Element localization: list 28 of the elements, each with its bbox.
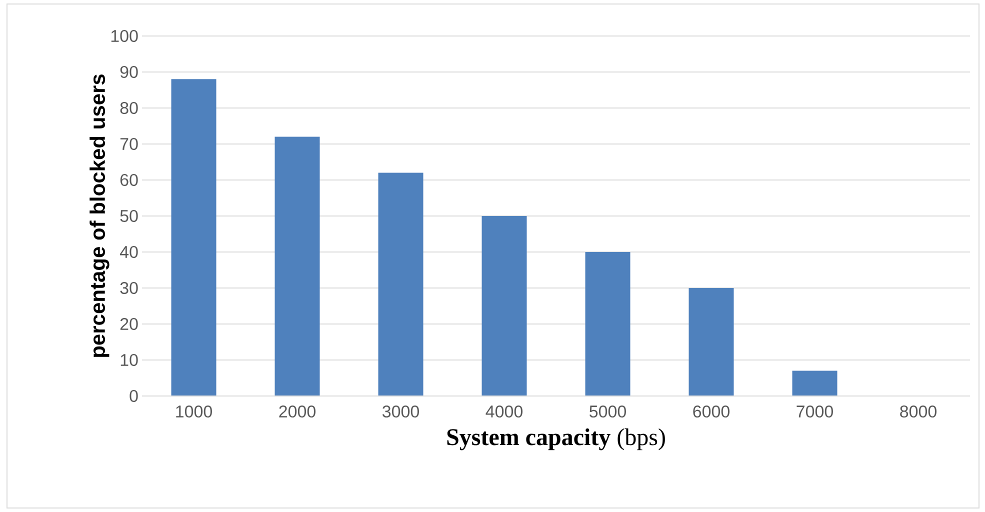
y-tick-label: 80: [120, 102, 138, 114]
bar: [171, 79, 216, 396]
x-axis-title: System capacity (bps): [447, 428, 665, 450]
bar: [585, 252, 630, 396]
bar: [378, 172, 424, 396]
x-tick-label: 1000: [176, 406, 212, 418]
bar: [688, 288, 734, 396]
y-tick-label: 70: [120, 138, 138, 150]
y-tick-label: 0: [130, 390, 138, 402]
y-tick-label: 60: [120, 174, 138, 186]
x-tick-label: 7000: [796, 406, 834, 418]
y-tick-label: 40: [120, 246, 138, 258]
y-tick-label: 100: [111, 30, 138, 42]
y-axis-title: percentage of blocked users: [90, 74, 110, 357]
x-tick-label: 8000: [900, 406, 937, 418]
y-tick-label: 20: [120, 318, 138, 330]
y-tick-label: 30: [120, 282, 138, 294]
x-tick-label: 5000: [590, 406, 626, 418]
y-tick-label: 90: [120, 66, 138, 78]
y-tick-label: 50: [120, 210, 138, 222]
bar: [482, 216, 527, 396]
x-tick-label: 2000: [279, 406, 316, 418]
x-tick-label: 3000: [382, 406, 420, 418]
x-tick-label: 4000: [486, 406, 523, 418]
bar: [274, 136, 320, 396]
bar: [792, 370, 838, 396]
y-tick-label: 10: [120, 354, 138, 366]
x-tick-label: 6000: [693, 406, 730, 418]
